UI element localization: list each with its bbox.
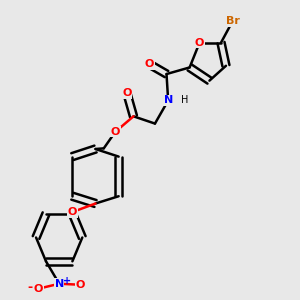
Text: -: - [27, 281, 32, 294]
Text: H: H [181, 95, 188, 105]
Text: O: O [195, 38, 204, 48]
Text: O: O [145, 59, 154, 69]
Text: N: N [55, 279, 64, 289]
Text: N: N [164, 95, 173, 106]
Text: +: + [63, 276, 71, 286]
Text: O: O [111, 127, 120, 137]
Text: O: O [75, 280, 85, 290]
Text: O: O [34, 284, 43, 294]
Text: O: O [68, 207, 77, 217]
Text: Br: Br [226, 16, 239, 26]
Text: O: O [122, 88, 132, 98]
